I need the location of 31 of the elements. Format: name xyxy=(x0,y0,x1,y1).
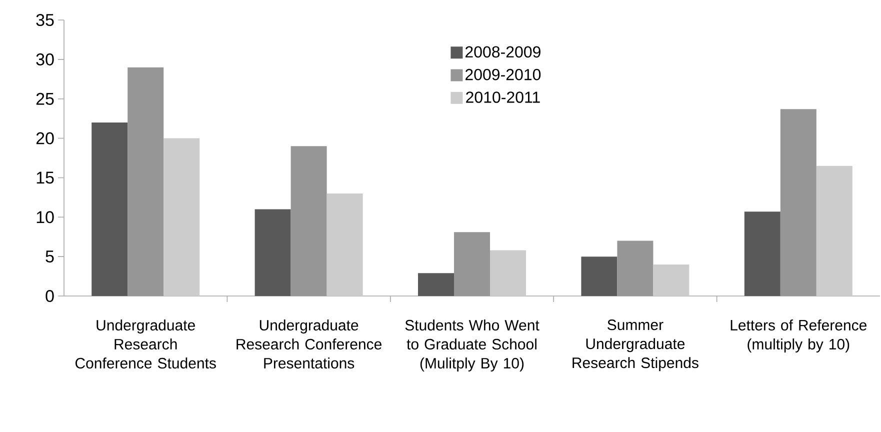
y-tick-label: 0 xyxy=(46,290,54,302)
bar xyxy=(128,67,164,296)
x-tick-label: Letters of Reference (multiply by 10) xyxy=(730,320,866,352)
bar xyxy=(326,193,363,296)
y-tick-label: 25 xyxy=(36,92,54,105)
y-tick-label: 35 xyxy=(36,14,54,26)
x-tick-label: Summer Undergraduate Research Stipends xyxy=(572,320,698,372)
legend-label: 2009-2010 xyxy=(466,68,541,80)
y-tick-label: 15 xyxy=(36,172,54,184)
y-tick-label: 30 xyxy=(36,53,54,66)
x-tick-label: Undergraduate Research Conference Students xyxy=(75,320,216,369)
y-tick-label: 5 xyxy=(46,250,54,263)
legend-label: 2008-2009 xyxy=(466,46,540,58)
bar xyxy=(290,146,327,296)
bar xyxy=(164,138,200,296)
bar xyxy=(418,273,454,296)
bar xyxy=(92,122,128,296)
bar xyxy=(581,256,618,296)
y-tick-label: 10 xyxy=(36,211,54,224)
bar xyxy=(254,209,291,296)
legend-label: 2010-2011 xyxy=(466,92,540,103)
bar xyxy=(744,212,780,296)
x-tick-label: Students Who Went to Graduate School (Mulitply By 10) xyxy=(405,320,540,372)
x-tick-label: Undergraduate Research Conference Presentations xyxy=(236,320,382,369)
bar xyxy=(653,264,690,296)
bar xyxy=(617,240,654,296)
y-tick-label: 20 xyxy=(36,132,54,144)
bar xyxy=(490,250,526,296)
bar xyxy=(780,109,816,296)
bar xyxy=(454,232,490,296)
bar xyxy=(816,166,852,296)
